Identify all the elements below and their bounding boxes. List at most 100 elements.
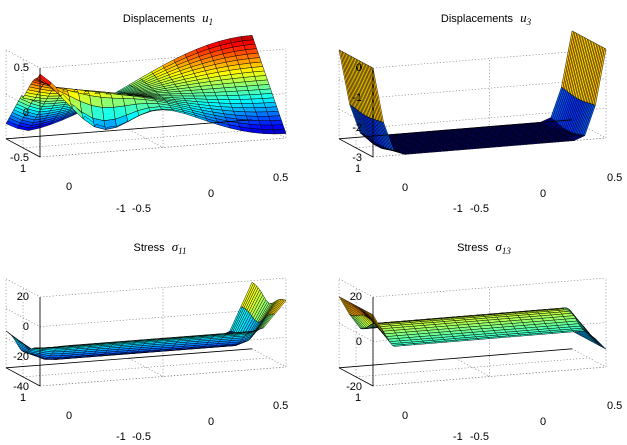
surface-patch bbox=[593, 47, 607, 106]
surface-patch bbox=[102, 107, 116, 121]
x-axis-ticks: -0.5 0 0.5 bbox=[470, 400, 622, 443]
x-tick-label: 0 bbox=[208, 188, 214, 200]
y-axis-line bbox=[338, 367, 374, 387]
surface-patch bbox=[214, 91, 228, 97]
surface-patch bbox=[227, 95, 241, 100]
y-tick-label: 0 bbox=[402, 410, 408, 422]
surface-patch bbox=[100, 97, 114, 108]
surface bbox=[338, 30, 607, 155]
surface bbox=[5, 282, 287, 360]
surface-plot-u1: Displacements u1 0.5 0 -0.5 1 0 -1 -0.5 … bbox=[5, 10, 288, 215]
surface-patch bbox=[593, 337, 607, 350]
y-tick-label: 1 bbox=[20, 392, 26, 404]
z-tick-label: 0 bbox=[23, 107, 29, 119]
axes-box bbox=[5, 297, 253, 387]
plot-title: Stress σ13 bbox=[457, 239, 511, 256]
surface-patch bbox=[260, 124, 274, 130]
grid-line bbox=[23, 128, 270, 149]
x-tick-label: 0.5 bbox=[607, 172, 622, 184]
surface-patch bbox=[266, 110, 281, 117]
z-tick-label: -0.5 bbox=[10, 152, 29, 164]
x-axis-ticks: -0.5 0 0.5 bbox=[132, 172, 288, 215]
x-tick-label: -0.5 bbox=[470, 203, 489, 215]
x-tick-label: 0 bbox=[540, 188, 546, 200]
surface-patch bbox=[250, 128, 264, 134]
surface bbox=[5, 35, 287, 135]
y-tick-label: 0 bbox=[66, 181, 72, 193]
surface-patch bbox=[241, 103, 255, 108]
y-axis-ticks: 1 0 -1 bbox=[355, 392, 463, 443]
surface-patch bbox=[271, 124, 285, 130]
surface-patch bbox=[268, 115, 282, 121]
x-tick-label: 0 bbox=[208, 416, 214, 428]
surface-patch bbox=[273, 299, 287, 315]
z-tick-label: 20 bbox=[350, 291, 362, 303]
surface-patch bbox=[244, 111, 258, 117]
z-tick-label: 0.5 bbox=[14, 62, 29, 74]
surface-patch bbox=[242, 107, 257, 113]
surface-plot-u3: Displacements u3 0 -1 -2 -3 1 0 -1 -0.5 … bbox=[338, 10, 622, 215]
y-axis-ticks: 1 0 -1 bbox=[355, 163, 463, 215]
surface-patch bbox=[239, 98, 254, 104]
surface-patch bbox=[265, 106, 279, 113]
x-tick-label: 0.5 bbox=[273, 172, 288, 184]
surface-patch bbox=[180, 93, 195, 97]
surface-patch bbox=[273, 128, 287, 135]
surface-patch bbox=[225, 90, 239, 96]
grid-line bbox=[571, 348, 607, 368]
axes-box bbox=[5, 68, 253, 158]
y-tick-label: 0 bbox=[402, 182, 408, 194]
surface-patch bbox=[269, 119, 284, 126]
z-axis-ticks: 0.5 0 -0.5 bbox=[10, 62, 29, 164]
grid-line bbox=[372, 366, 607, 387]
y-tick-label: 1 bbox=[355, 392, 361, 404]
y-tick-label: -1 bbox=[116, 431, 126, 443]
x-tick-label: 0.5 bbox=[273, 400, 288, 412]
z-tick-label: 20 bbox=[17, 291, 29, 303]
surface bbox=[338, 296, 607, 350]
grid-line bbox=[128, 358, 164, 377]
surface-patch bbox=[252, 102, 266, 108]
surface-patch bbox=[257, 116, 271, 121]
grid-line bbox=[455, 358, 490, 377]
surface-patch bbox=[254, 107, 268, 113]
y-tick-label: 0 bbox=[66, 410, 72, 422]
surface-patch bbox=[192, 92, 206, 97]
z-tick-label: 0 bbox=[23, 321, 29, 333]
surface-patch bbox=[203, 92, 217, 97]
surface-patch bbox=[249, 93, 263, 100]
x-axis-line bbox=[339, 348, 573, 369]
z-tick-label: -20 bbox=[13, 351, 29, 363]
x-axis-ticks: -0.5 0 0.5 bbox=[470, 172, 622, 215]
y-tick-label: 1 bbox=[355, 163, 361, 175]
z-tick-label: -1 bbox=[352, 92, 362, 104]
surface-plot-sigma13: Stress σ13 20 0 -20 1 0 -1 -0.5 0 0.5 bbox=[338, 239, 622, 443]
surface-plot-sigma11: Stress σ11 20 0 -20 -40 1 0 -1 -0.5 0 0.… bbox=[5, 239, 288, 443]
x-tick-label: -0.5 bbox=[470, 431, 489, 443]
grid-line bbox=[5, 366, 287, 387]
grid-line bbox=[5, 137, 287, 158]
surface-patch bbox=[251, 98, 265, 104]
grid-line bbox=[128, 129, 164, 148]
grid-line bbox=[39, 366, 287, 387]
plot-title: Stress σ11 bbox=[133, 239, 186, 256]
grid-line bbox=[23, 357, 270, 378]
plot-title: Displacements u3 bbox=[441, 10, 532, 27]
axes-box bbox=[338, 297, 573, 387]
z-axis-ticks: 20 0 -20 bbox=[346, 291, 362, 393]
y-tick-label: -1 bbox=[453, 203, 463, 215]
y-axis-ticks: 1 0 -1 bbox=[20, 163, 126, 215]
axes-box bbox=[338, 68, 573, 158]
z-tick-label: -2 bbox=[352, 122, 362, 134]
surface-patch bbox=[204, 95, 218, 100]
x-tick-label: -0.5 bbox=[132, 431, 151, 443]
y-tick-label: 1 bbox=[20, 163, 26, 175]
y-axis-line bbox=[5, 367, 41, 387]
x-tick-label: -0.5 bbox=[132, 203, 151, 215]
y-axis-line bbox=[5, 138, 41, 158]
surface-patch bbox=[236, 90, 250, 96]
x-tick-label: 0.5 bbox=[607, 400, 622, 412]
z-tick-label: 0 bbox=[356, 336, 362, 348]
plot-title: Displacements u1 bbox=[123, 10, 213, 27]
